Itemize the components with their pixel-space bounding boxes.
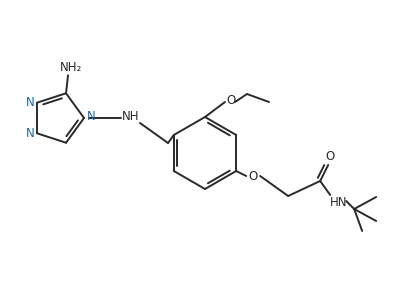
Text: O: O (248, 169, 258, 183)
Text: O: O (226, 95, 236, 108)
Text: NH: NH (122, 110, 140, 122)
Text: N: N (87, 110, 95, 122)
Text: O: O (325, 151, 335, 163)
Text: N: N (26, 127, 34, 140)
Text: HN: HN (330, 195, 347, 209)
Text: N: N (26, 96, 34, 109)
Text: NH₂: NH₂ (60, 61, 82, 74)
